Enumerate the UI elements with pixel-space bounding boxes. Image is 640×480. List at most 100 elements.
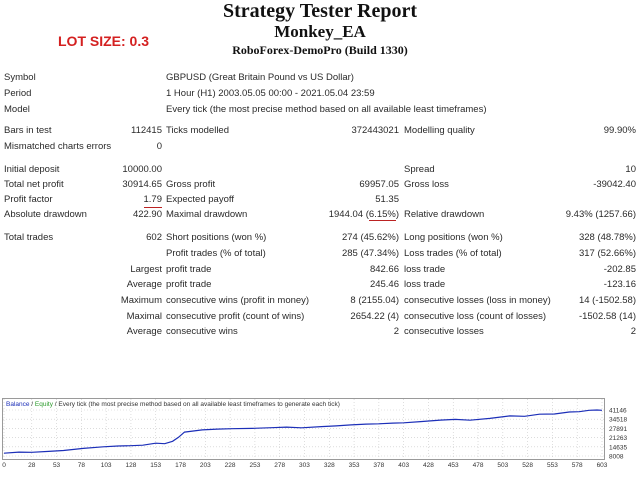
ticks-value: 372443021: [351, 125, 399, 136]
x-tick-label: 28: [28, 462, 36, 468]
x-tick-label: 178: [175, 462, 186, 468]
x-tick-label: 478: [473, 462, 484, 468]
stat-row-netprofit: Total net profit 30914.65 Gross profit 6…: [0, 177, 640, 192]
avg-cw-label: consecutive wins: [166, 326, 238, 337]
short-label: Short positions (won %): [166, 232, 267, 243]
x-tick-label: 328: [324, 462, 335, 468]
grossloss-value: -39042.40: [593, 179, 636, 190]
period-label: Period: [4, 88, 32, 99]
trades-value: 602: [146, 232, 162, 243]
average-lt-value: -123.16: [603, 279, 636, 290]
lot-size-label: LOT SIZE: 0.3: [58, 33, 150, 49]
x-tick-label: 378: [373, 462, 384, 468]
grossprofit-value: 69957.05: [359, 179, 399, 190]
stat-row-drawdown: Absolute drawdown 422.90 Maximal drawdow…: [0, 207, 640, 222]
mismatch-label: Mismatched charts errors: [4, 141, 112, 152]
stat-row-symbol: Symbol GBPUSD (Great Britain Pound vs US…: [0, 70, 640, 85]
max-cl-value: 14 (-1502.58): [578, 295, 636, 306]
symbol-value: GBPUSD (Great Britain Pound vs US Dollar…: [166, 72, 354, 83]
x-tick-label: 53: [53, 462, 61, 468]
y-tick-label: 8008: [609, 454, 624, 461]
x-tick-label: 253: [249, 462, 260, 468]
reldd-value: 9.43% (1257.66): [565, 209, 636, 220]
avg-cw-value: 2: [393, 326, 399, 337]
pt-value: 285 (47.34%): [341, 248, 399, 259]
pf-value: 1.79: [143, 192, 162, 208]
legend-balance: Balance: [6, 401, 30, 408]
maxdd-value: 1944.04 (6.15%): [329, 207, 399, 222]
period-value: 1 Hour (H1) 2003.05.05 00:00 - 2021.05.0…: [166, 88, 375, 99]
stat-row-trades: Total trades 602 Short positions (won %)…: [0, 230, 640, 245]
x-tick-label: 203: [200, 462, 211, 468]
deposit-value: 10000.00: [122, 164, 162, 175]
absdd-label: Absolute drawdown: [4, 209, 87, 220]
stat-row-maximum: Maximum consecutive wins (profit in mone…: [0, 293, 640, 308]
x-tick-labels: 0 28 53 78 103 128 153 178 203 228 253 278 303 328 353…: [2, 462, 608, 468]
x-tick-label: 153: [150, 462, 161, 468]
mal-cp-value: 2654.22 (4): [350, 311, 399, 322]
reldd-label: Relative drawdown: [404, 209, 485, 220]
quality-label: Modelling quality: [404, 125, 475, 136]
max-cw-label: consecutive wins (profit in money): [166, 295, 310, 306]
stat-row-maximal: Maximal consecutive profit (count of win…: [0, 309, 640, 324]
lt-label: Loss trades (% of total): [404, 248, 502, 259]
stat-row-largest: Largest profit trade 842.66 loss trade -…: [0, 262, 640, 277]
x-tick-label: 603: [597, 462, 608, 468]
y-tick-label: 27891: [609, 426, 627, 433]
largest-pt-label: profit trade: [166, 264, 212, 275]
x-tick-label: 128: [126, 462, 137, 468]
legend-model: / Every tick (the most precise method ba…: [53, 401, 340, 408]
average-label: Average: [126, 279, 162, 290]
balance-line: [3, 409, 603, 454]
server-name: RoboForex-DemoPro (Build 1330): [232, 43, 408, 57]
x-tick-label: 353: [349, 462, 360, 468]
mal-cp-label: consecutive profit (count of wins): [166, 311, 305, 322]
trades-label: Total trades: [4, 232, 54, 243]
spread-label: Spread: [404, 164, 435, 175]
largest-pt-value: 842.66: [369, 264, 399, 275]
mal-cl-label: consecutive loss (count of losses): [404, 311, 547, 322]
x-tick-label: 578: [572, 462, 583, 468]
maxdd-label: Maximal drawdown: [166, 209, 248, 220]
y-tick-label: 41146: [609, 408, 627, 415]
maximal-label: Maximal: [126, 311, 162, 322]
balance-chart: 41146 34518 27891 21263 14635 8008 0 28 53 78 103…: [2, 398, 627, 468]
chart-legend: Balance / Equity / Every tick (the most …: [6, 401, 340, 408]
largest-lt-value: -202.85: [603, 264, 636, 275]
stat-row-average: Average profit trade 245.46 loss trade -…: [0, 277, 640, 292]
average-pt-value: 245.46: [369, 279, 399, 290]
x-tick-label: 228: [225, 462, 236, 468]
symbol-label: Symbol: [4, 72, 36, 83]
avg-cl-value: 2: [630, 326, 636, 337]
avg-cl-label: consecutive losses: [404, 326, 484, 337]
payoff-value: 51.35: [375, 194, 399, 205]
y-tick-label: 34518: [609, 417, 627, 424]
long-value: 328 (48.78%): [578, 232, 636, 243]
grid-lines: [3, 399, 604, 459]
x-tick-label: 528: [522, 462, 533, 468]
x-tick-label: 0: [2, 462, 6, 468]
report-title: Strategy Tester Report: [222, 0, 418, 22]
bars-value: 112415: [131, 125, 162, 136]
average-pt-label: profit trade: [166, 279, 212, 290]
legend-sep: /: [29, 401, 35, 408]
x-tick-label: 553: [547, 462, 558, 468]
x-tick-label: 403: [398, 462, 409, 468]
y-tick-label: 14635: [609, 444, 627, 451]
pt-label: Profit trades (% of total): [166, 248, 266, 259]
ticks-label: Ticks modelled: [166, 125, 230, 136]
mal-cl-value: -1502.58 (14): [578, 311, 636, 322]
plot-frame: [2, 398, 605, 460]
short-value: 274 (45.62%): [341, 232, 399, 243]
payoff-label: Expected payoff: [166, 194, 234, 205]
maxdd-value-a: 1944.04 (: [328, 209, 369, 220]
stat-row-avg-consecutive: Average consecutive wins 2 consecutive l…: [0, 324, 640, 339]
x-tick-label: 503: [497, 462, 508, 468]
maximum-label: Maximum: [120, 295, 162, 306]
legend-equity: Equity: [34, 401, 53, 408]
x-tick-label: 278: [274, 462, 285, 468]
bars-label: Bars in test: [4, 125, 52, 136]
stat-row-period: Period 1 Hour (H1) 2003.05.05 00:00 - 20…: [0, 86, 640, 101]
maxdd-value-b: 6.15%: [368, 209, 396, 221]
x-tick-label: 78: [78, 462, 86, 468]
